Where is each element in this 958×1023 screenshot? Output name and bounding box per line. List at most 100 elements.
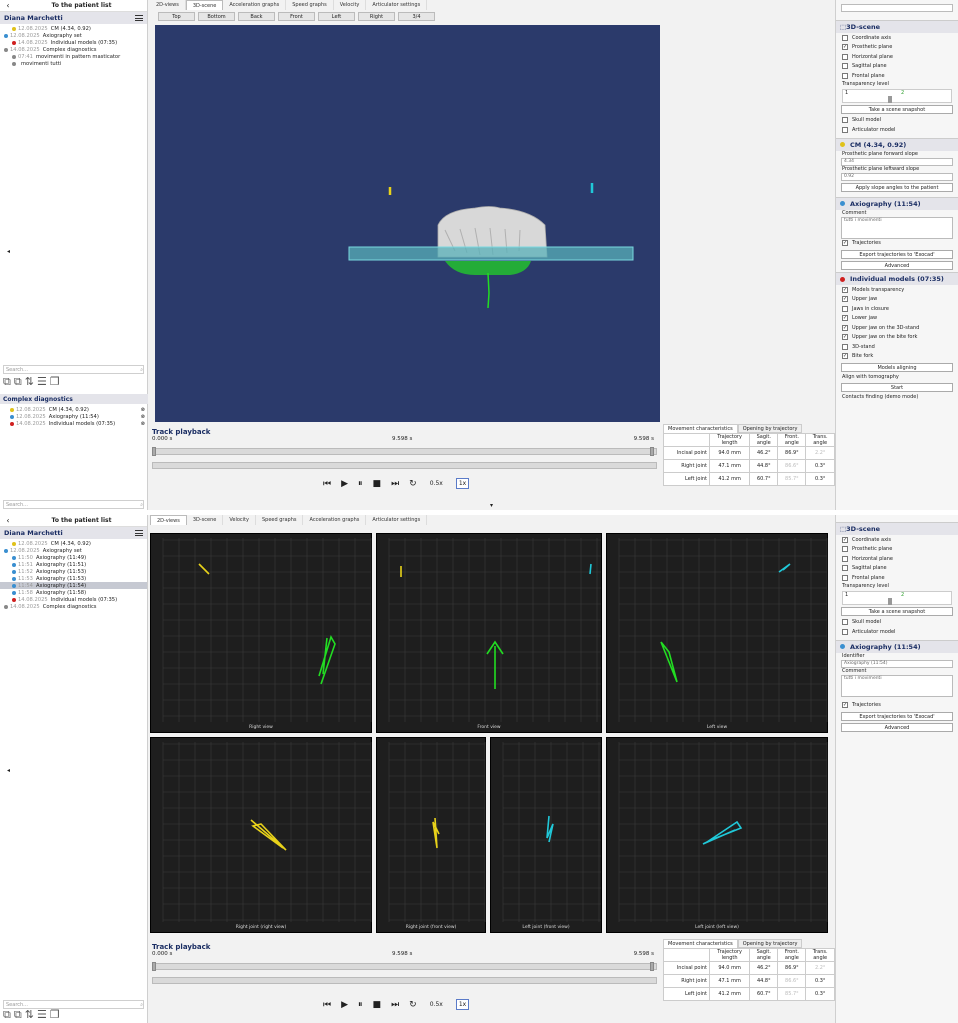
tab-item[interactable]: 2D-views bbox=[150, 515, 187, 525]
tree-item[interactable]: 11:53 Axiography (11:53) bbox=[0, 575, 147, 582]
tab-item[interactable]: 2D-views bbox=[150, 0, 186, 10]
checkbox-box[interactable] bbox=[842, 628, 848, 635]
checkbox[interactable]: Prosthetic plane bbox=[836, 545, 958, 555]
add-icon[interactable]: ⧉ bbox=[3, 375, 11, 388]
tree-item[interactable]: 11:54 Axiography (11:54) bbox=[0, 582, 147, 589]
tab-opening-by-trajectory[interactable]: Opening by trajectory bbox=[737, 939, 803, 948]
playback-slider-2[interactable] bbox=[152, 963, 657, 970]
tab-item[interactable]: Acceleration graphs bbox=[223, 0, 287, 10]
slider-knob-end-2[interactable] bbox=[650, 962, 654, 971]
checkbox[interactable]: ✓ Models transparency bbox=[836, 285, 958, 295]
checkbox-box[interactable] bbox=[842, 574, 848, 581]
search-input[interactable]: Search... ⌕ bbox=[3, 365, 144, 374]
skip-forward-icon-2[interactable]: ⏭ bbox=[391, 999, 400, 1010]
section-header[interactable]: Axiography (11:54) bbox=[836, 639, 958, 653]
complex-item[interactable]: 12.08.2025 Axiography (11:54) ⊗ bbox=[0, 413, 148, 420]
playback-slider[interactable] bbox=[152, 448, 657, 455]
checkbox[interactable]: ✓ Upper jaw on the bite fork bbox=[836, 333, 958, 343]
tab-item[interactable]: Articulator settings bbox=[366, 515, 428, 525]
comment-field[interactable]: tutti i movimenti bbox=[841, 674, 953, 697]
menu-icon[interactable] bbox=[135, 15, 143, 21]
checkbox[interactable]: Frontal plane bbox=[836, 71, 958, 81]
collapse-arrow-icon-2[interactable]: ◂ bbox=[7, 767, 11, 774]
checkbox-box[interactable] bbox=[842, 72, 848, 79]
checkbox[interactable]: ✓ Lower jaw bbox=[836, 314, 958, 324]
advanced-button[interactable]: Advanced bbox=[841, 261, 953, 270]
tab-item[interactable]: 3D-scene bbox=[187, 515, 224, 525]
checkbox-box[interactable] bbox=[842, 117, 848, 124]
checkbox[interactable]: Articulator model bbox=[836, 627, 958, 637]
checkbox-box[interactable]: ✓ bbox=[842, 536, 848, 543]
tab-item[interactable]: Acceleration graphs bbox=[303, 515, 367, 525]
checkbox[interactable]: Frontal plane bbox=[836, 573, 958, 583]
apply-slope-button[interactable]: Apply slope angles to the patient bbox=[841, 182, 953, 192]
graph-panel[interactable] bbox=[150, 533, 372, 733]
checkbox[interactable]: Skull model bbox=[836, 618, 958, 628]
loop-icon-2[interactable]: ↻ bbox=[409, 999, 417, 1010]
checkbox-box[interactable] bbox=[842, 34, 848, 41]
checkbox-box[interactable]: ✓ bbox=[842, 44, 848, 51]
tree-item[interactable]: 14.08.2025 Individual models (07:35) bbox=[0, 596, 147, 603]
tree-item[interactable]: movimenti tutti bbox=[0, 60, 147, 67]
panel-top-field[interactable] bbox=[841, 4, 953, 12]
add-icon-2[interactable]: ⧉ bbox=[3, 1008, 11, 1021]
tree-item[interactable]: 12.08.2025 CM (4.34, 0.92) bbox=[0, 25, 147, 32]
sort-icon[interactable]: ⇅ bbox=[24, 375, 34, 388]
tab-movement-characteristics[interactable]: Movement characteristics bbox=[663, 424, 738, 433]
expand-down-icon[interactable]: ▾ bbox=[490, 502, 494, 509]
checkbox-box[interactable]: ✓ bbox=[842, 240, 848, 247]
checkbox-box[interactable] bbox=[842, 619, 848, 626]
window-icon[interactable]: ❐ bbox=[49, 375, 60, 388]
back-to-patient-list-2[interactable]: To the patient list bbox=[51, 517, 112, 524]
chevron-left-icon[interactable]: ‹ bbox=[6, 1, 10, 10]
checkbox-box[interactable] bbox=[842, 555, 848, 562]
tree-item[interactable]: 14.08.2025 Individual models (07:35) bbox=[0, 39, 147, 46]
tab-item[interactable]: Speed graphs bbox=[256, 515, 304, 525]
close-icon[interactable]: ⊗ bbox=[140, 420, 145, 427]
skip-back-icon[interactable]: ⏮ bbox=[323, 478, 332, 489]
collapse-arrow-icon[interactable]: ◂ bbox=[7, 248, 11, 255]
checkbox-box[interactable]: ✓ bbox=[842, 353, 848, 360]
snapshot-button[interactable]: Take a scene snapshot bbox=[841, 104, 953, 114]
graph-panel[interactable] bbox=[490, 737, 602, 933]
snapshot-button[interactable]: Take a scene snapshot bbox=[841, 606, 953, 616]
section-header[interactable]: Axiography (11:54) bbox=[836, 196, 958, 210]
checkbox[interactable]: Skull model bbox=[836, 116, 958, 126]
tree-item[interactable]: 11:52 Axiography (11:53) bbox=[0, 568, 147, 575]
pause-icon[interactable]: ⏸ bbox=[358, 478, 363, 489]
tab-opening-by-trajectory[interactable]: Opening by trajectory bbox=[737, 424, 803, 433]
stop-icon[interactable]: ■ bbox=[372, 478, 382, 489]
skip-back-icon-2[interactable]: ⏮ bbox=[323, 999, 332, 1010]
slider-thumb[interactable] bbox=[888, 95, 892, 103]
section-header[interactable]: CM (4.34, 0.92) bbox=[836, 137, 958, 151]
models-aligning-button[interactable]: Models aligning bbox=[841, 363, 953, 372]
view-button[interactable]: Back bbox=[238, 12, 275, 21]
graph-panel[interactable] bbox=[376, 533, 602, 733]
checkbox[interactable]: Horizontal plane bbox=[836, 52, 958, 62]
section-header[interactable]: ⬚ 3D-scene bbox=[836, 522, 958, 535]
checkbox-box[interactable] bbox=[842, 53, 848, 60]
tree-item[interactable]: 12.08.2025 CM (4.34, 0.92) bbox=[0, 540, 147, 547]
tab-item[interactable]: Articulator settings bbox=[366, 0, 428, 10]
graph-panel[interactable] bbox=[606, 533, 828, 733]
complex-item[interactable]: 12.08.2025 CM (4.34, 0.92) ⊗ bbox=[0, 406, 148, 413]
checkbox[interactable]: 3D-stand bbox=[836, 342, 958, 352]
checkbox[interactable]: ✓ Prosthetic plane bbox=[836, 43, 958, 53]
export-exocad-button[interactable]: Export trajectories to 'Exocad' bbox=[841, 250, 953, 259]
search-input-2[interactable]: Search... ⌕ bbox=[3, 500, 144, 509]
stop-icon-2[interactable]: ■ bbox=[372, 999, 382, 1010]
list-icon-2[interactable]: ☰ bbox=[36, 1008, 47, 1021]
pause-icon-2[interactable]: ⏸ bbox=[358, 999, 363, 1010]
checkbox[interactable]: ✓ Trajectories bbox=[836, 239, 958, 249]
copy-icon[interactable]: ⧉ bbox=[13, 375, 22, 388]
loop-icon[interactable]: ↻ bbox=[409, 478, 417, 489]
start-button[interactable]: Start bbox=[841, 383, 953, 392]
checkbox-box[interactable] bbox=[842, 565, 848, 572]
3d-scene-viewport[interactable] bbox=[155, 25, 660, 422]
checkbox-box[interactable]: ✓ bbox=[842, 334, 848, 341]
close-icon[interactable]: ⊗ bbox=[140, 413, 145, 420]
advanced-button[interactable]: Advanced bbox=[841, 723, 953, 732]
checkbox[interactable]: Sagittal plane bbox=[836, 564, 958, 574]
